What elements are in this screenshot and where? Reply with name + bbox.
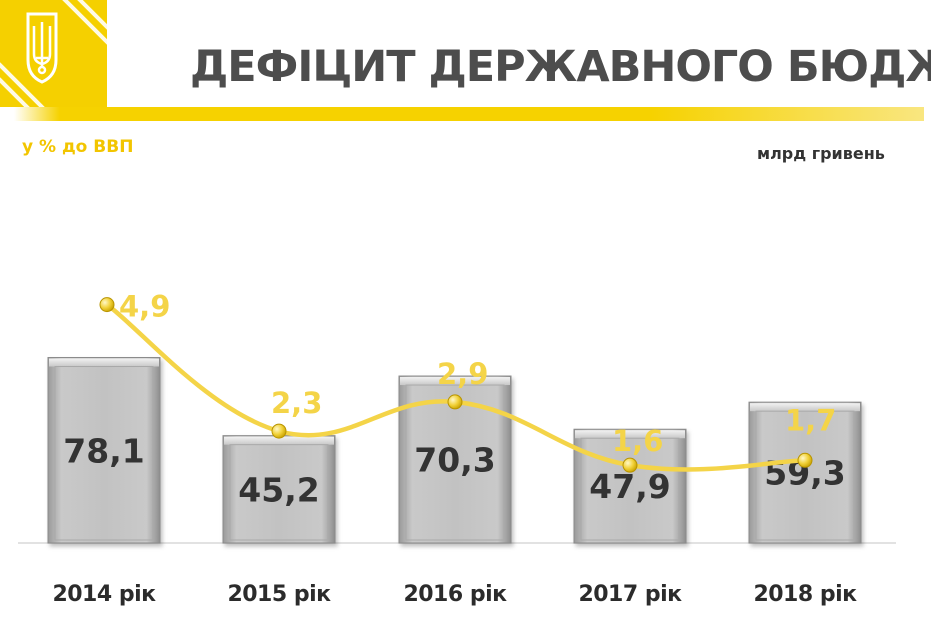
bar bbox=[47, 357, 161, 544]
line-value-label: 4,9 bbox=[119, 290, 170, 324]
bar bbox=[222, 435, 336, 544]
x-tick-label: 2014 рік bbox=[52, 582, 156, 607]
line-value-label: 1,7 bbox=[785, 403, 836, 437]
x-axis-labels: 2014 рік 2015 рік 2016 рік 2017 рік 2018 рік bbox=[52, 582, 857, 607]
bar-group: 78,145,270,347,9 59,3 bbox=[47, 357, 862, 544]
line-series-group: 4,9 2,3 2,9 1,6 1,7 bbox=[99, 290, 836, 473]
bar bbox=[573, 428, 687, 544]
line-point bbox=[447, 394, 463, 410]
bar-value-label: 78,1 bbox=[63, 431, 144, 470]
right-axis-title: млрд гривень bbox=[757, 144, 885, 163]
bar bbox=[748, 401, 862, 544]
line-value-label: 1,6 bbox=[612, 424, 663, 458]
header-divider bbox=[14, 107, 924, 121]
line-point bbox=[622, 457, 638, 473]
page-title: ДЕФІЦИТ ДЕРЖАВНОГО БЮДЖЕТУ bbox=[190, 42, 931, 92]
x-tick-label: 2018 рік bbox=[753, 582, 857, 607]
line-value-label: 2,9 bbox=[437, 357, 488, 391]
bar-value-label: 47,9 bbox=[589, 467, 670, 506]
bar-value-label: 70,3 bbox=[414, 441, 495, 480]
x-tick-label: 2015 рік bbox=[227, 582, 331, 607]
x-tick-label: 2016 рік bbox=[403, 582, 507, 607]
trident-coat-of-arms-icon bbox=[32, 22, 52, 75]
emblem bbox=[0, 0, 114, 114]
line-value-label: 2,3 bbox=[271, 386, 322, 420]
left-axis-title: у % до ВВП bbox=[22, 137, 133, 157]
bar-value-label: 45,2 bbox=[238, 470, 319, 509]
line-point bbox=[271, 423, 287, 439]
line-point bbox=[99, 297, 115, 313]
line-point bbox=[797, 452, 813, 468]
x-tick-label: 2017 рік bbox=[578, 582, 682, 607]
